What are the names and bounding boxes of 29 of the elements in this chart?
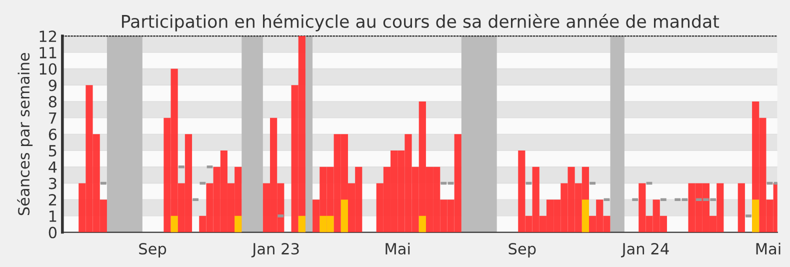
bar xyxy=(738,183,745,232)
x-tick-label: Jan 24 xyxy=(621,242,669,258)
y-tick-label: 11 xyxy=(40,47,56,58)
y-tick-label: 2 xyxy=(48,194,56,206)
y-axis-title: Séances par semaine xyxy=(17,53,33,216)
y-tick-label: 5 xyxy=(49,145,56,157)
y-tick-label: 7 xyxy=(49,112,56,124)
x-tick-label: Mai xyxy=(756,242,780,255)
y-tick-label: 12 xyxy=(40,30,56,42)
y-tick-label: 6 xyxy=(48,128,57,140)
chart-title: Participation en hémicycle au cours de sa dernière année de mandat xyxy=(122,14,720,32)
x-tick-label: Sep xyxy=(508,242,536,258)
bar xyxy=(418,216,426,232)
y-tick-label: 3 xyxy=(48,178,56,190)
x-tick-label: Jan 23 xyxy=(251,242,299,258)
y-tick-label: 4 xyxy=(48,162,57,173)
bar xyxy=(234,216,242,232)
y-tick-label: 0 xyxy=(48,226,57,238)
bar xyxy=(340,200,348,232)
bar xyxy=(582,200,589,232)
bar xyxy=(170,216,178,232)
y-tick-label: 9 xyxy=(48,80,56,92)
y-tick-label: 1 xyxy=(50,210,56,222)
y-tick-label: 10 xyxy=(40,63,57,75)
x-tick-label: Sep xyxy=(139,242,166,258)
bar xyxy=(752,200,760,232)
x-tick-label: Mai xyxy=(386,242,410,255)
y-tick-label: 8 xyxy=(48,96,57,108)
bar xyxy=(298,216,306,232)
